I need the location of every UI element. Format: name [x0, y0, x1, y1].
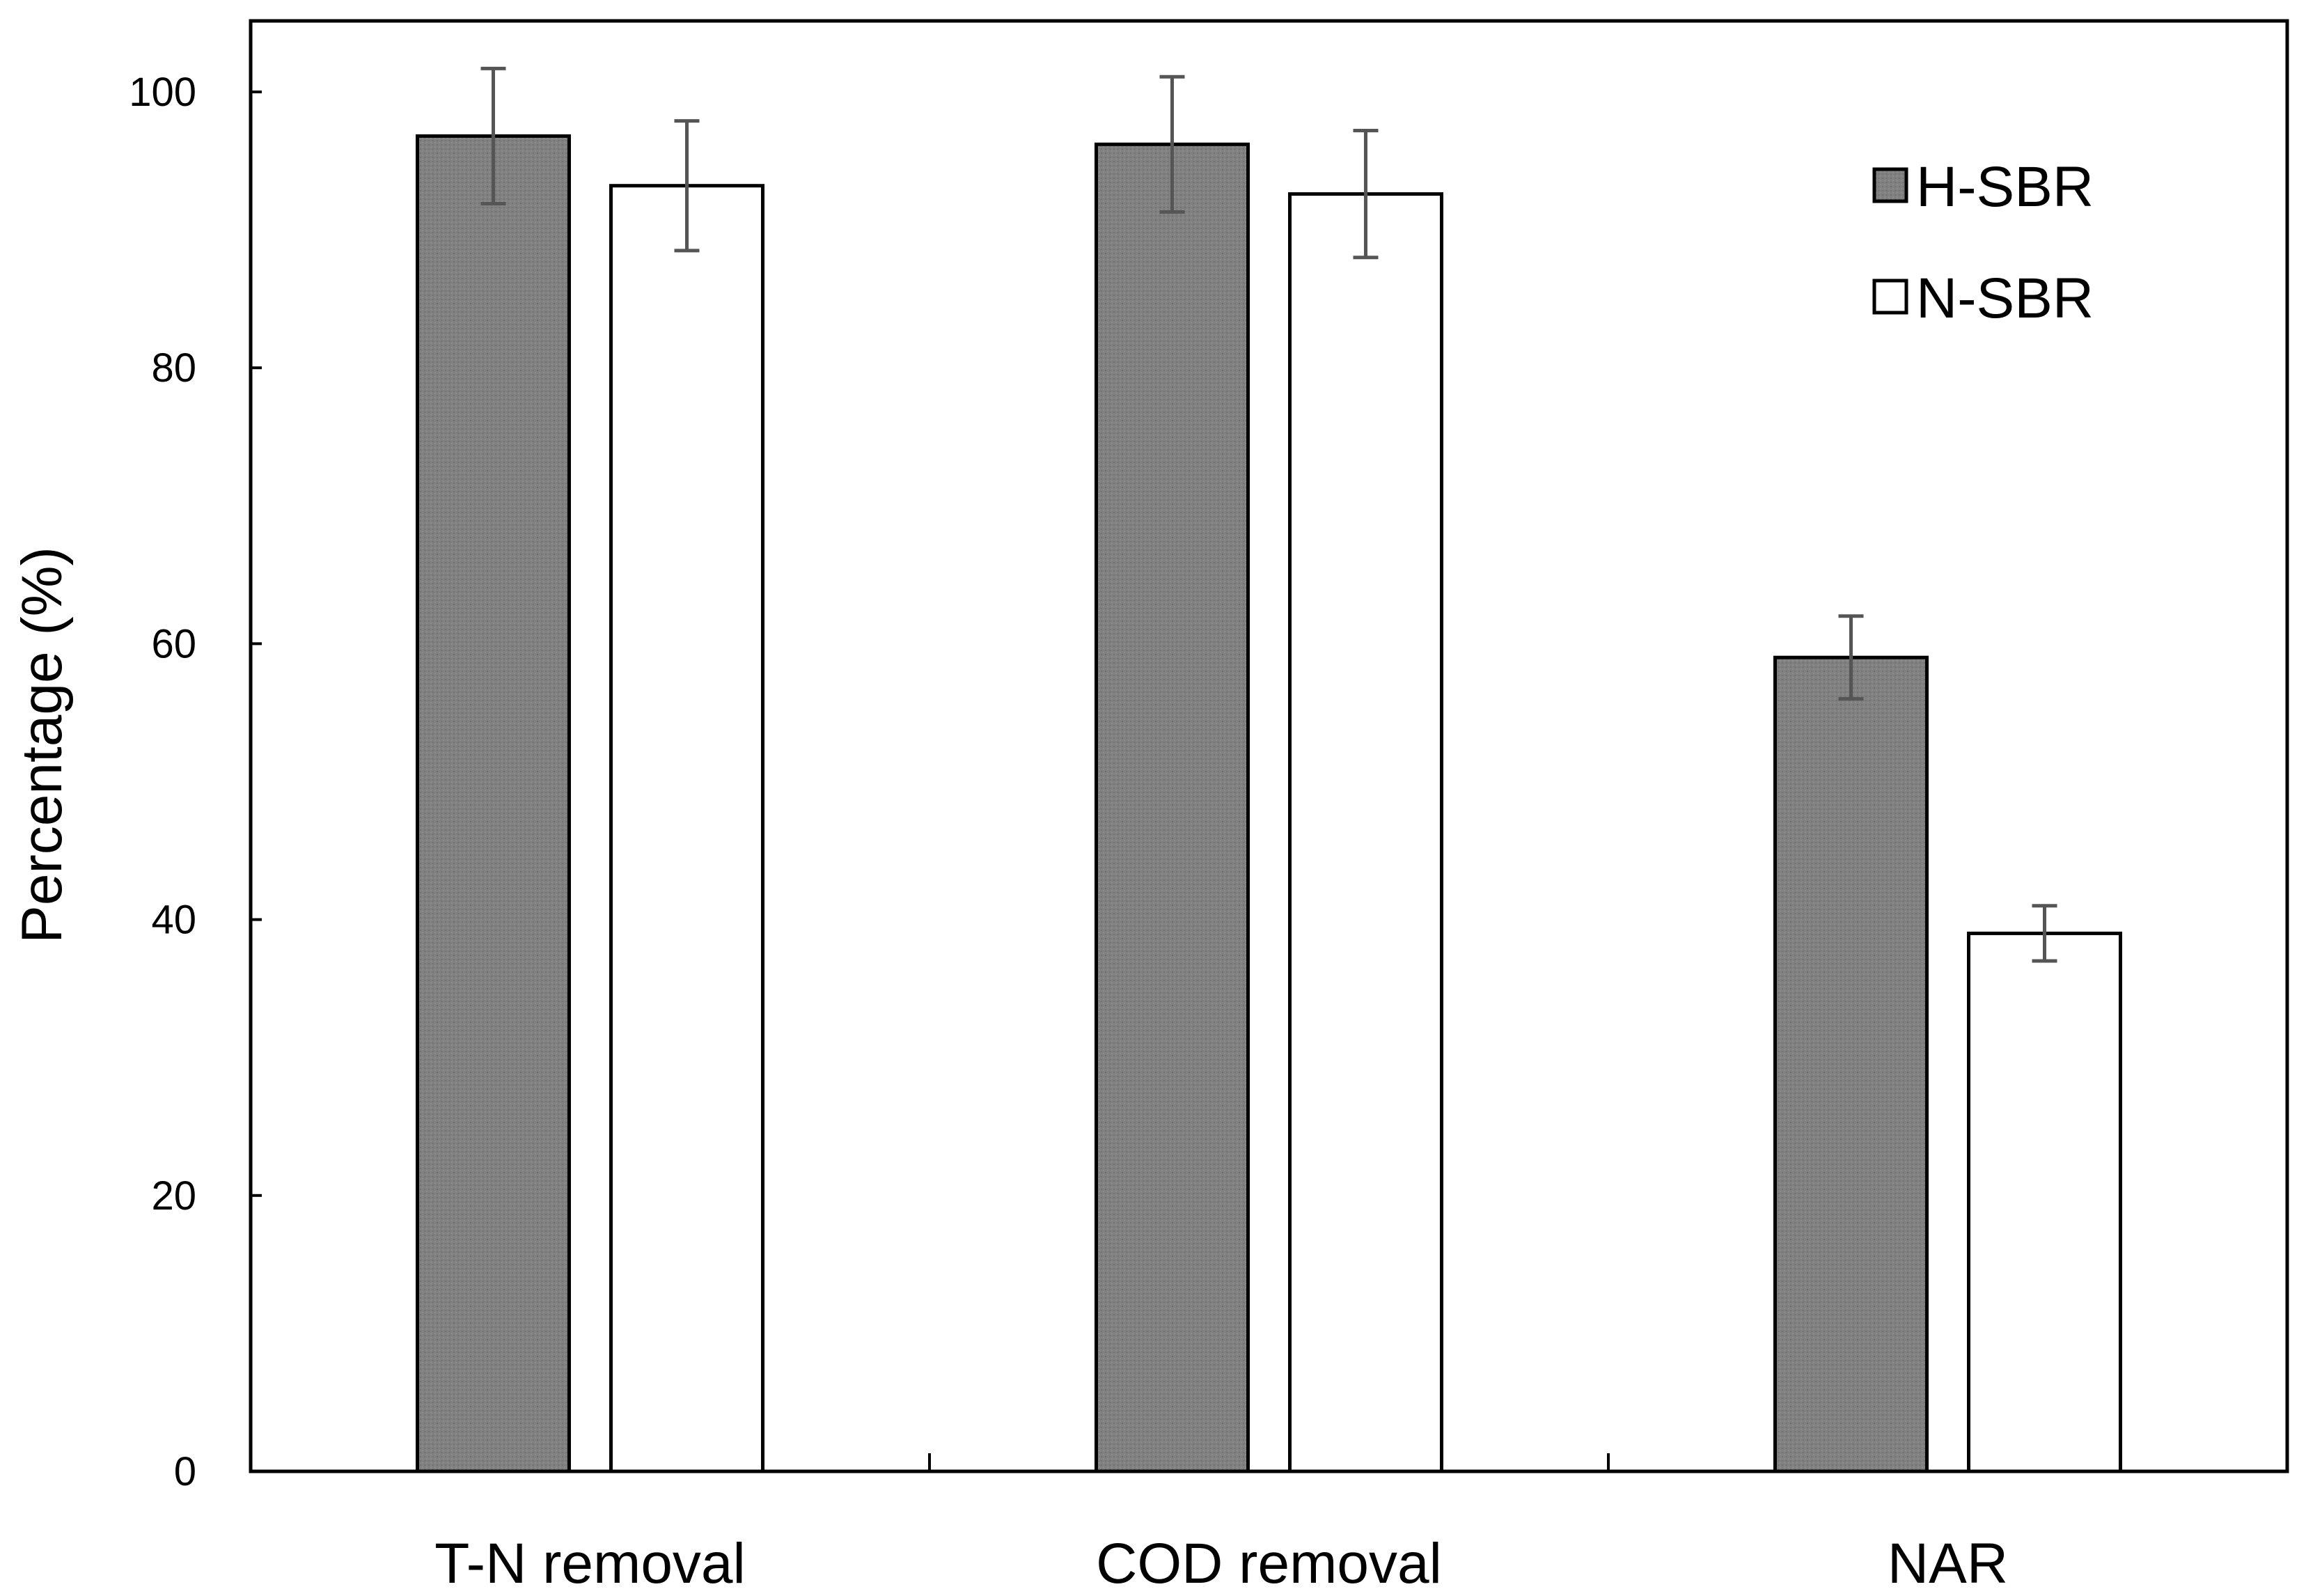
bar-n-sbr: [609, 184, 764, 1473]
plot-frame: [249, 19, 2289, 1473]
y-tick-label: 20: [151, 1173, 196, 1219]
bar-n-sbr: [1288, 192, 1443, 1473]
bar-n-sbr: [1967, 931, 2122, 1473]
legend-label: H-SBR: [1916, 155, 2094, 219]
bar-h-sbr: [1773, 655, 1929, 1473]
y-tick-label: 60: [151, 621, 196, 666]
y-tick-label: 80: [151, 345, 196, 391]
legend-swatch-n-sbr: [1872, 279, 1908, 315]
y-tick-label: 100: [129, 70, 196, 115]
bar-h-sbr: [416, 134, 571, 1473]
y-tick-label: 40: [151, 898, 196, 943]
legend: H-SBR N-SBR: [1872, 155, 2094, 330]
legend-swatch-h-sbr: [1872, 167, 1908, 203]
x-category-label: COD removal: [1096, 1532, 1442, 1593]
x-category-label: T-N removal: [434, 1532, 746, 1593]
y-axis-title: Percentage (%): [10, 547, 74, 944]
legend-label: N-SBR: [1916, 267, 2094, 330]
x-category-label: NAR: [1888, 1532, 2008, 1593]
bar-h-sbr: [1095, 142, 1250, 1473]
y-tick-label: 0: [174, 1449, 196, 1494]
